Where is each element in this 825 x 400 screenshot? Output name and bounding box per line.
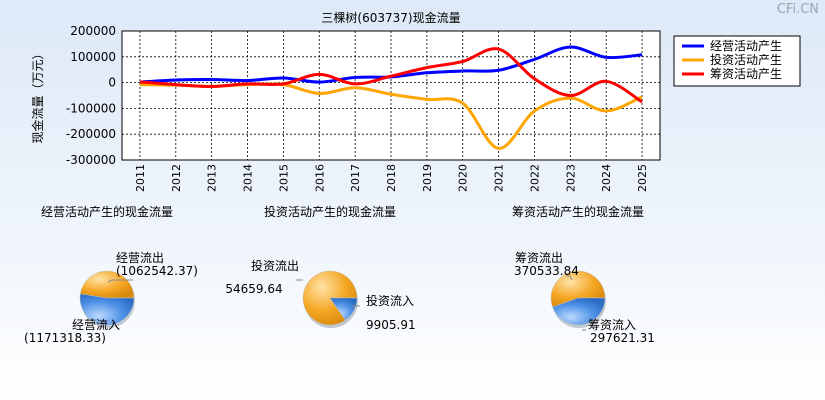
pie-slice-value: (1062542.37) xyxy=(116,264,198,278)
legend-entry: 经营活动产生 xyxy=(710,39,782,53)
x-tick-label: 2012 xyxy=(170,164,183,192)
pie-title: 筹资活动产生的现金流量 xyxy=(512,204,644,219)
operating-pie xyxy=(79,270,135,328)
pie-slice-inflow xyxy=(79,293,135,326)
pie-leader-line xyxy=(100,321,105,328)
pie-slice-inflow xyxy=(552,297,606,326)
pie-title: 经营活动产生的现金流量 xyxy=(41,204,173,219)
x-tick-label: 2018 xyxy=(385,164,398,192)
legend-entry: 筹资活动产生 xyxy=(710,67,782,81)
chart-title: 三棵树(603737)现金流量 xyxy=(321,10,460,25)
x-tick-label: 2024 xyxy=(600,164,613,192)
pie-slice-value: (1171318.33) xyxy=(24,331,106,345)
pie-title: 投资活动产生的现金流量 xyxy=(264,204,396,219)
y-tick-label: 0 xyxy=(108,76,116,90)
investing-pie xyxy=(302,270,358,328)
pie-slice-label: 经营流出 xyxy=(116,251,164,265)
pie-slice-label: 经营流入 xyxy=(72,318,120,332)
x-tick-label: 2023 xyxy=(564,164,577,192)
pie-leader-line xyxy=(566,275,573,281)
watermark-logo: CFi.CN xyxy=(776,2,819,17)
y-tick-label: -100000 xyxy=(66,101,116,115)
financing-series-line xyxy=(139,47,643,104)
x-tick-label: 2013 xyxy=(206,164,219,192)
pie-slice-label: 投资流入 xyxy=(366,293,414,308)
legend-entry: 投资活动产生 xyxy=(710,52,782,67)
x-tick-label: 2020 xyxy=(457,164,470,192)
x-tick-label: 2015 xyxy=(277,164,290,192)
y-tick-label: -300000 xyxy=(66,153,116,167)
x-tick-label: 2025 xyxy=(636,164,649,192)
pie-slice-value: 297621.31 xyxy=(590,331,655,345)
x-tick-label: 2011 xyxy=(134,164,147,192)
pie-slice-label: 筹资流入 xyxy=(588,318,636,332)
x-tick-label: 2021 xyxy=(493,164,506,192)
x-tick-label: 2016 xyxy=(313,164,326,192)
x-tick-label: 2017 xyxy=(349,164,362,192)
pie-slice-outflow xyxy=(80,270,135,299)
y-tick-label: 100000 xyxy=(70,50,116,64)
pie-leader-line xyxy=(107,279,133,283)
pie-slice-outflow xyxy=(550,270,606,308)
financing-pie xyxy=(550,270,606,328)
pie-slice-value: 9905.91 xyxy=(366,318,416,332)
x-tick-label: 2014 xyxy=(242,164,255,192)
x-tick-label: 2022 xyxy=(528,164,541,192)
pie-slice-label: 投资流出 xyxy=(251,258,299,273)
pie-slice-value: 54659.64 xyxy=(225,282,282,296)
pie-slice-inflow xyxy=(329,297,358,321)
y-tick-label: 200000 xyxy=(70,24,116,38)
pie-slice-value: 370533.84 xyxy=(514,264,579,278)
pie-slice-label: 筹资流出 xyxy=(515,251,563,265)
x-tick-label: 2019 xyxy=(421,164,434,192)
y-tick-label: -200000 xyxy=(66,127,116,141)
y-axis-label: 现金流量（万元） xyxy=(30,47,45,143)
